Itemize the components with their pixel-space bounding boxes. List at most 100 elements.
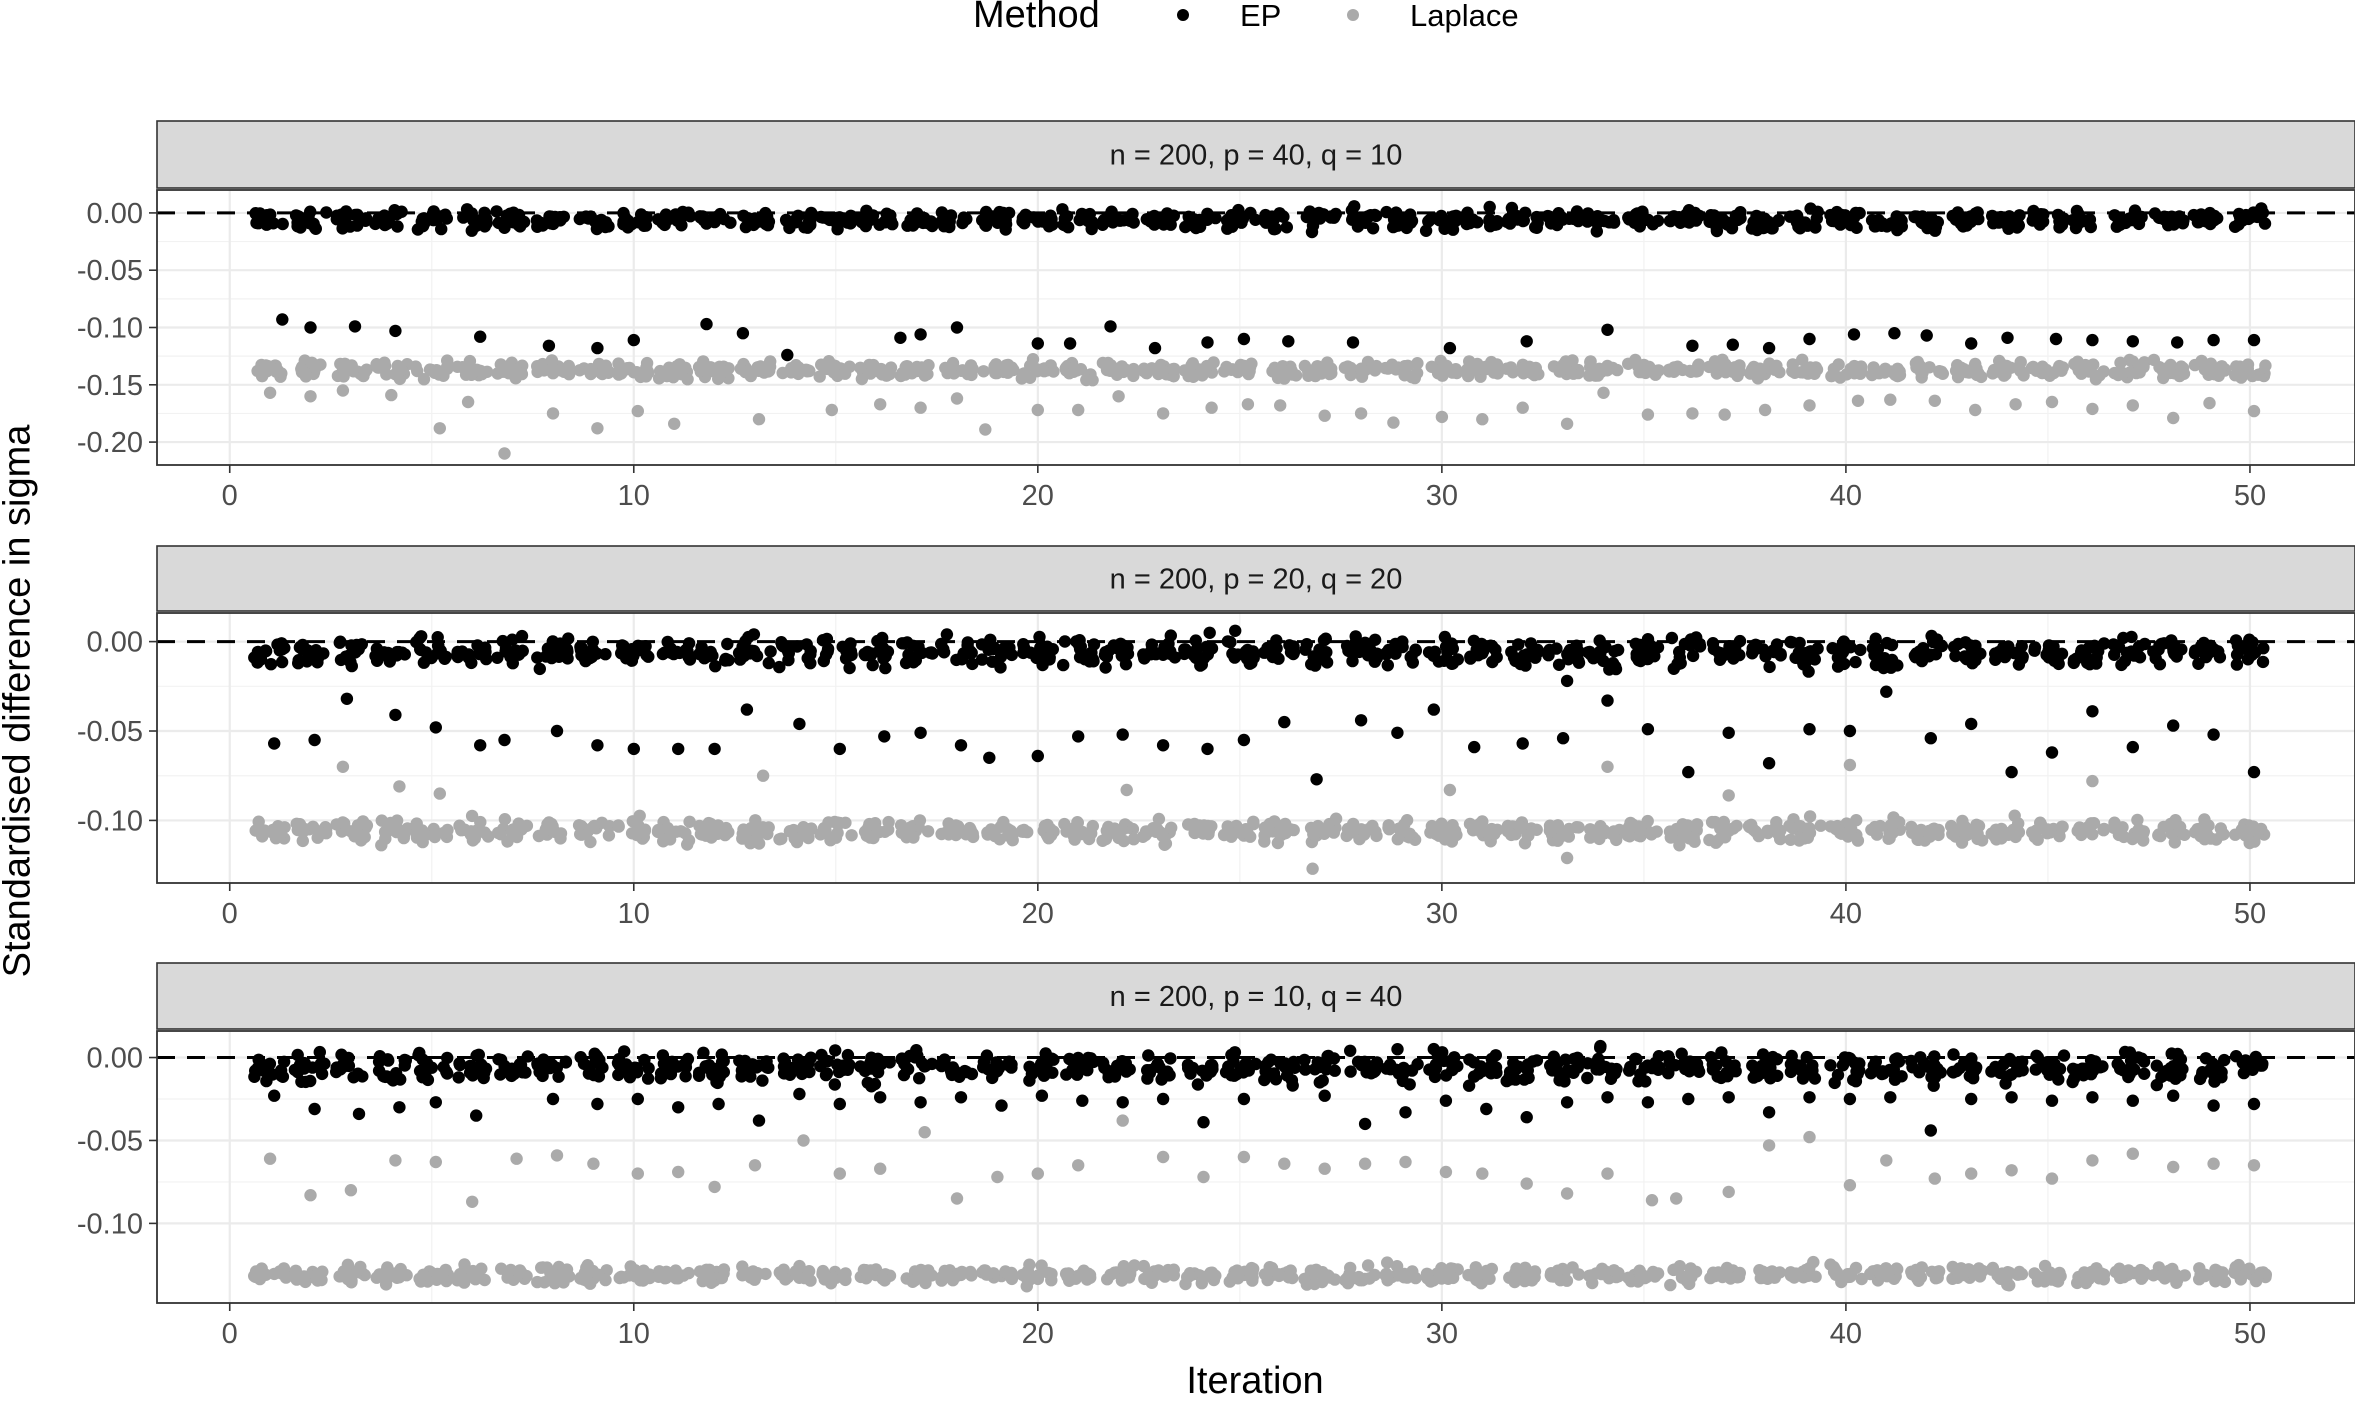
point-ep	[1581, 1071, 1594, 1085]
point-laplace	[1610, 833, 1623, 847]
point-ep	[1380, 205, 1393, 219]
point-laplace	[657, 835, 670, 848]
point-ep	[682, 206, 695, 219]
point-laplace	[1063, 1273, 1076, 1286]
point-ep	[679, 643, 693, 657]
x-tick-label: 10	[618, 480, 650, 512]
outlier-point-ep	[1762, 341, 1776, 355]
outlier-point-laplace	[1969, 403, 1982, 417]
point-ep	[1828, 1076, 1841, 1090]
outlier-point-laplace	[1476, 1167, 1489, 1180]
point-ep	[841, 1063, 854, 1077]
point-laplace	[1668, 1263, 1681, 1276]
point-ep	[1950, 1064, 1963, 1078]
point-ep	[1143, 1064, 1157, 1077]
point-laplace	[451, 360, 464, 373]
point-laplace	[2157, 1267, 2171, 1280]
point-ep	[1178, 643, 1191, 656]
point-ep	[2170, 650, 2183, 663]
point-laplace	[1409, 1271, 1422, 1285]
outlier-point-laplace	[1318, 409, 1331, 422]
point-laplace	[882, 815, 895, 829]
point-ep	[979, 218, 992, 232]
point-laplace	[1553, 365, 1566, 378]
point-ep	[2057, 1049, 2071, 1062]
point-laplace	[398, 828, 411, 841]
outlier-point-laplace	[914, 401, 927, 414]
point-laplace	[1915, 1261, 1929, 1274]
point-ep	[1572, 214, 1585, 228]
point-laplace	[494, 828, 507, 841]
point-ep	[1607, 214, 1620, 227]
point-laplace	[921, 367, 934, 381]
point-ep	[1553, 1074, 1566, 1087]
facet-strip-2	[156, 545, 2355, 612]
point-ep	[1641, 633, 1655, 646]
facet-strip-3	[156, 962, 2355, 1030]
outlier-point-laplace	[631, 1167, 644, 1180]
point-ep	[1728, 1059, 1741, 1072]
point-ep	[498, 215, 512, 229]
point-ep	[515, 629, 529, 643]
point-ep	[878, 215, 891, 228]
point-laplace	[1140, 367, 1153, 380]
point-laplace	[895, 826, 908, 839]
point-laplace	[1165, 821, 1178, 834]
x-tick-label: 50	[2234, 480, 2266, 512]
point-laplace	[1016, 824, 1029, 837]
point-ep	[1947, 1048, 1960, 1061]
point-laplace	[1258, 835, 1271, 848]
outlier-point-ep	[474, 739, 487, 752]
outlier-point-ep	[914, 1096, 927, 1109]
point-ep	[2169, 1072, 2182, 1085]
point-ep	[871, 1066, 885, 1079]
outlier-point-laplace	[672, 1165, 685, 1179]
point-laplace	[2171, 1273, 2184, 1287]
point-laplace	[453, 1268, 467, 1281]
point-laplace	[2241, 358, 2255, 371]
point-ep	[1711, 1070, 1724, 1083]
point-ep	[1849, 655, 1862, 669]
point-ep	[671, 214, 684, 227]
outlier-point-laplace	[1205, 401, 1218, 414]
outlier-point-ep	[498, 733, 511, 747]
outlier-point-ep	[1358, 1117, 1372, 1131]
point-ep	[844, 211, 857, 224]
outlier-point-laplace	[1851, 394, 1865, 407]
point-laplace	[1400, 814, 1414, 827]
point-laplace	[1070, 364, 1084, 377]
outlier-point-laplace	[1439, 1165, 1453, 1179]
point-laplace	[922, 1264, 935, 1277]
point-ep	[1713, 653, 1727, 666]
point-ep	[946, 1067, 959, 1081]
point-ep	[1150, 215, 1164, 228]
point-laplace	[2038, 1259, 2052, 1273]
point-laplace	[1425, 819, 1439, 833]
point-laplace	[1889, 368, 1902, 381]
point-laplace	[1719, 358, 1732, 371]
point-ep	[1490, 651, 1503, 664]
point-ep	[1880, 636, 1894, 650]
point-laplace	[509, 364, 522, 377]
point-ep	[1929, 221, 1943, 234]
point-laplace	[395, 363, 408, 376]
point-laplace	[480, 365, 494, 378]
outlier-point-ep	[1439, 1094, 1453, 1107]
series-laplace	[249, 758, 2271, 875]
point-laplace	[2169, 814, 2182, 827]
point-laplace	[2034, 818, 2048, 831]
point-ep	[940, 628, 954, 641]
point-laplace	[2204, 832, 2218, 845]
point-ep	[313, 1045, 326, 1059]
point-laplace	[2087, 817, 2101, 830]
point-laplace	[1368, 364, 1382, 377]
outlier-point-laplace	[1237, 1150, 1251, 1164]
outlier-point-laplace	[1560, 1187, 1574, 1200]
outlier-point-ep	[1803, 332, 1816, 346]
facet-title: n = 200, p = 10, q = 40	[1110, 981, 1403, 1013]
legend-label-laplace: Laplace	[1410, 0, 1519, 33]
outlier-point-laplace	[2207, 1157, 2220, 1170]
point-ep	[1849, 1073, 1862, 1087]
point-ep	[868, 1077, 882, 1091]
point-ep	[742, 630, 755, 644]
